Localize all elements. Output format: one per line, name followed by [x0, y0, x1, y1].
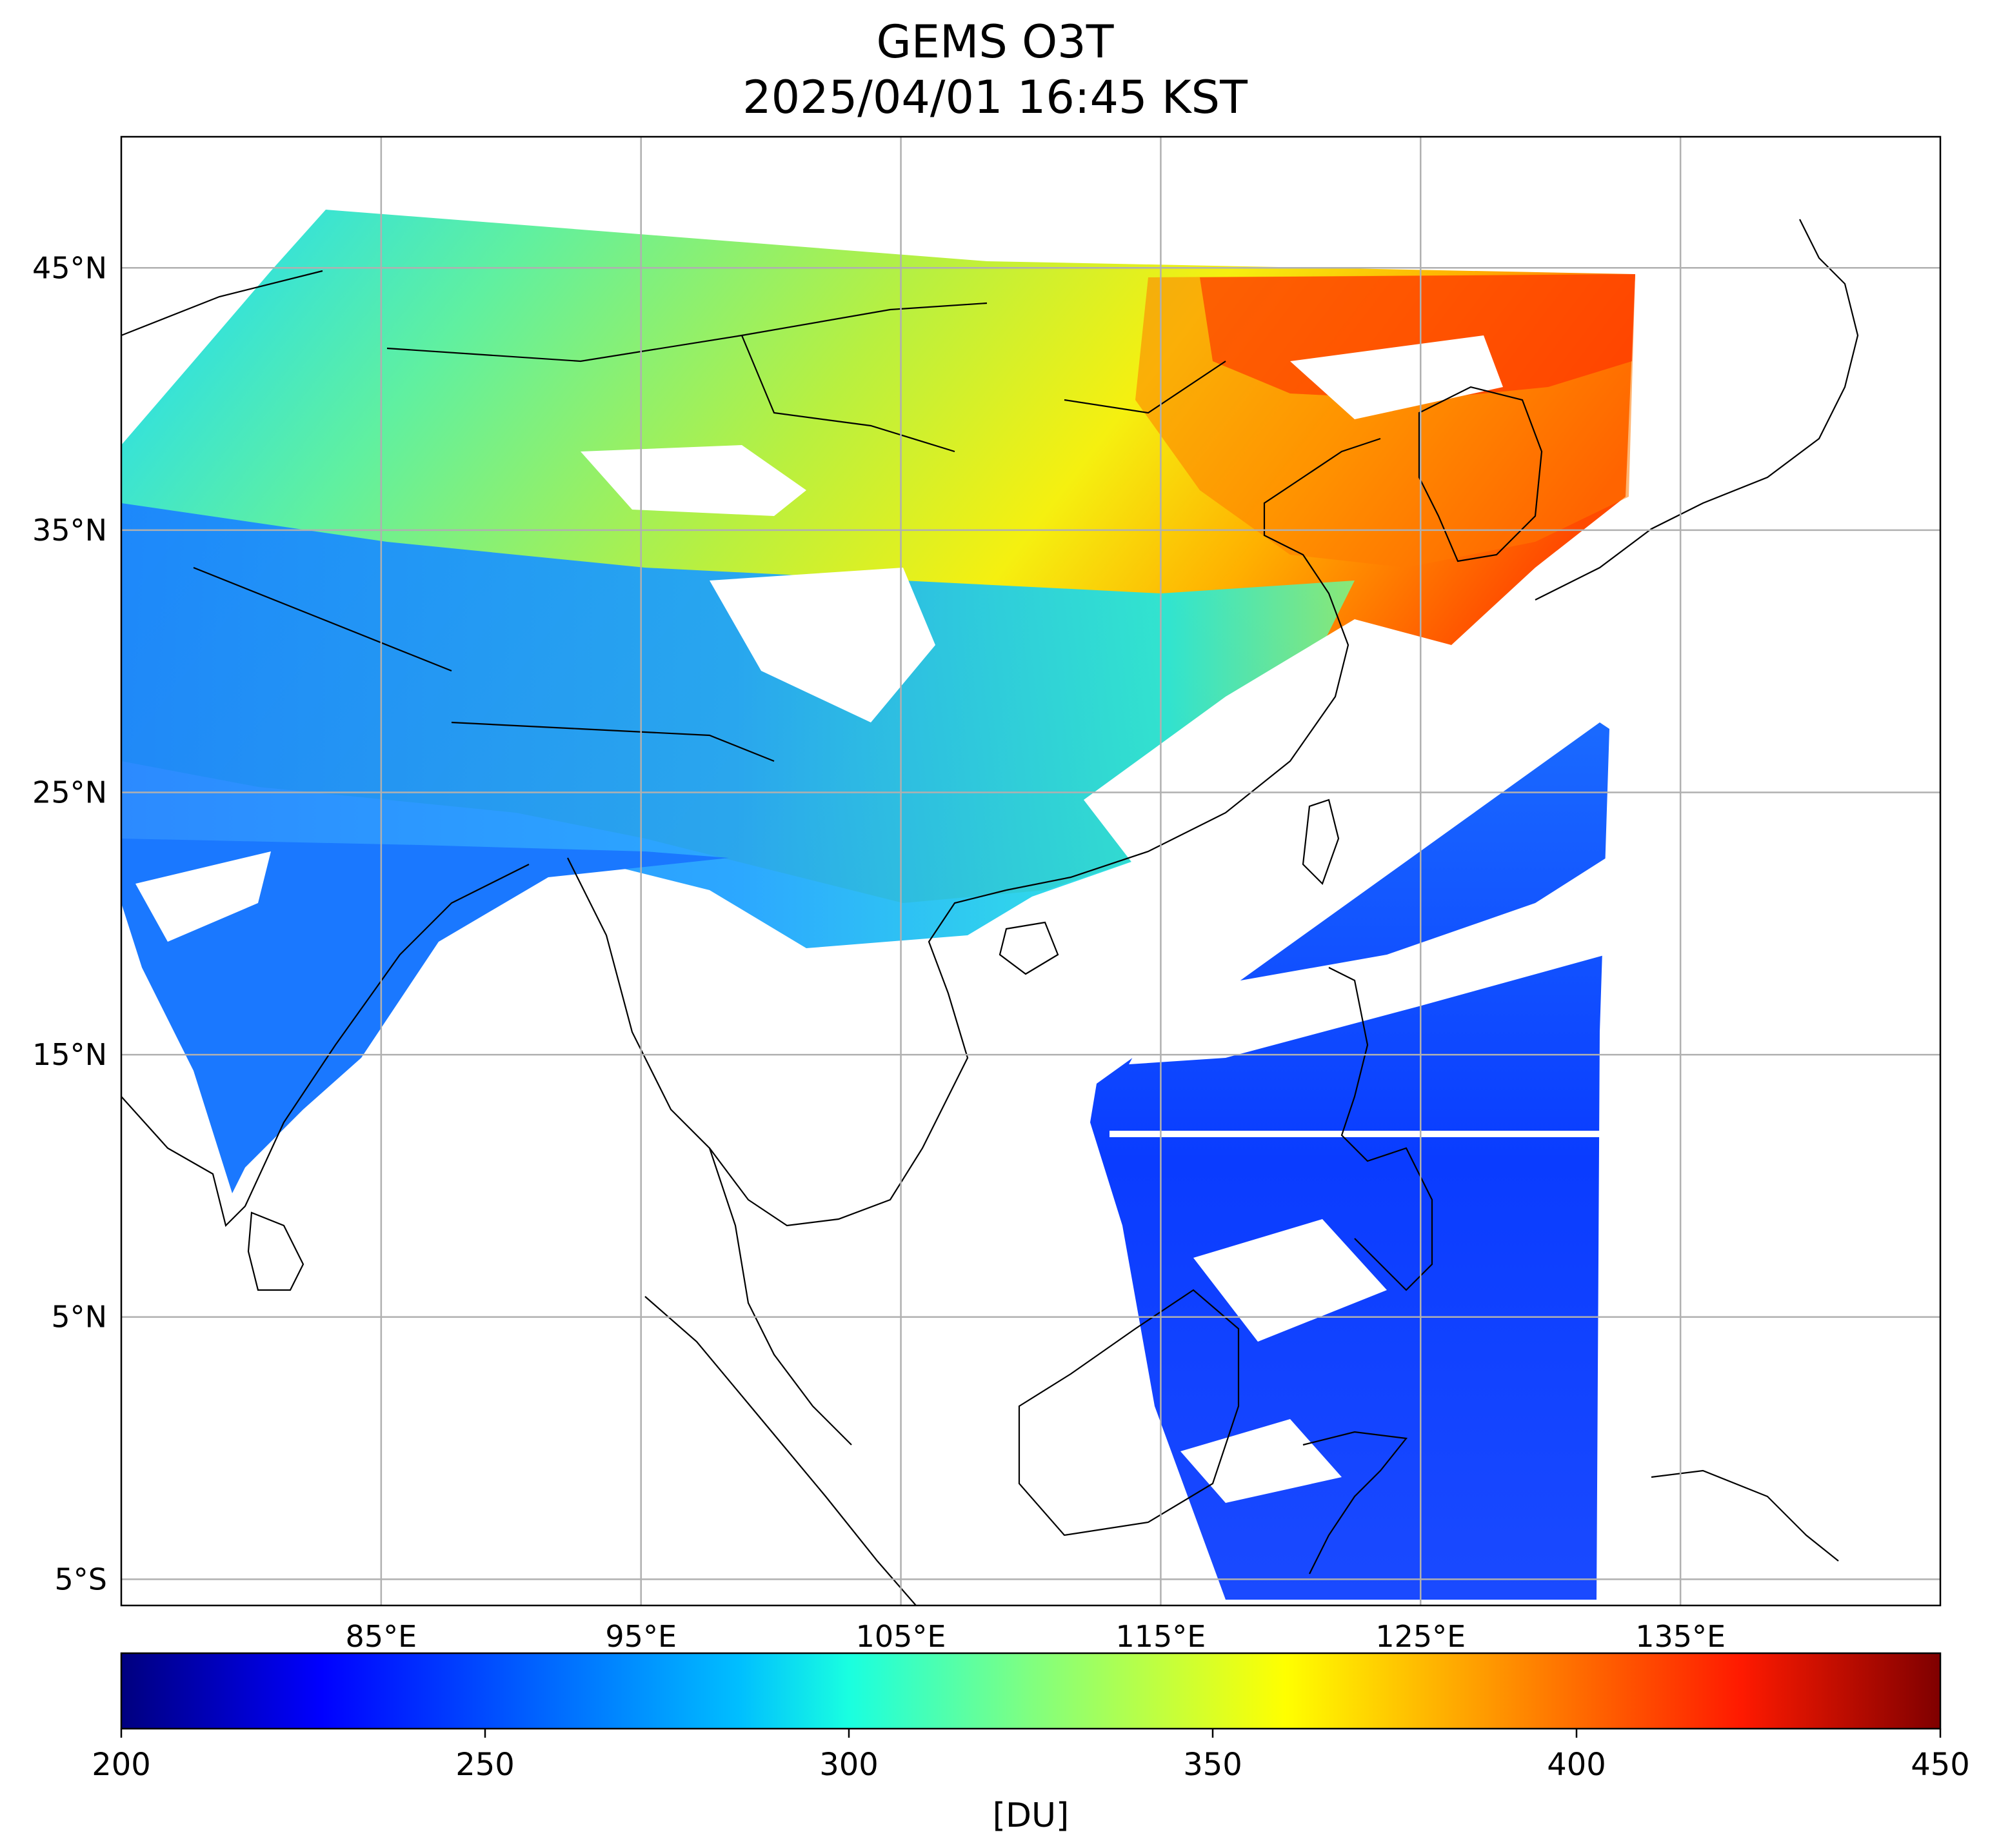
latitude-labels: 45°N 35°N 25°N 15°N 5°N 5°S [32, 250, 107, 1596]
cloud-gap-8 [1180, 1419, 1342, 1503]
lat-tick-label: 35°N [32, 513, 107, 548]
coast-borneo [1018, 1289, 1240, 1536]
coast-srilanka [247, 1211, 304, 1291]
cloud-gap-4 [135, 851, 271, 942]
map-frame [120, 135, 1942, 1607]
lon-tick-label: 95°E [605, 1619, 677, 1654]
cloud-gap-6 [1129, 858, 1606, 1064]
coast-hainan [999, 921, 1059, 975]
border-lines [121, 270, 1226, 762]
lon-tick-label: 125°E [1375, 1619, 1466, 1654]
lon-tick-label: 85°E [346, 1619, 417, 1654]
lon-tick-label: 105°E [856, 1619, 946, 1654]
map-title: GEMS O3T 2025/04/01 16:45 KST [0, 14, 1990, 125]
coast-newguinea [1651, 1469, 1839, 1562]
coast-malay [708, 1148, 852, 1446]
colorbar-tick-label: 450 [1911, 1747, 1970, 1783]
coast-taiwan [1302, 799, 1340, 886]
lon-tick-label: 115°E [1115, 1619, 1206, 1654]
coast-korea [1418, 386, 1543, 562]
coast-japan [1535, 219, 1859, 601]
lat-tick-label: 15°N [32, 1037, 107, 1072]
title-line-1: GEMS O3T [876, 15, 1114, 68]
coast-sulawesi [1302, 1431, 1408, 1575]
colorbar-ticks: 200 250 300 350 400 450 [92, 1729, 1970, 1783]
gridlines [121, 137, 1940, 1605]
lat-tick-label: 25°N [32, 775, 107, 810]
coastlines [121, 219, 1859, 1605]
cloud-gap-7 [1193, 1219, 1387, 1342]
coast-india [121, 864, 530, 1227]
ozone-swath-central [121, 503, 1355, 948]
lat-tick-label: 5°N [51, 1300, 107, 1335]
cloud-gap-2 [710, 568, 935, 722]
colorbar-tick-label: 300 [819, 1747, 879, 1783]
colorbar [120, 1652, 1942, 1730]
coast-sumatra [644, 1296, 917, 1605]
colorbar-tick-label: 200 [92, 1747, 151, 1783]
colorbar-tick-label: 250 [455, 1747, 515, 1783]
cloud-gap-5 [1290, 335, 1503, 419]
cloud-gap-3 [1084, 619, 1451, 884]
scan-gap [1109, 1131, 1600, 1137]
ozone-swath-india [121, 839, 729, 1193]
title-line-2: 2025/04/01 16:45 KST [742, 71, 1248, 124]
cloud-gap-1 [581, 445, 806, 516]
colorbar-unit-label: [DU] [993, 1796, 1070, 1835]
lat-tick-label: 5°S [55, 1562, 107, 1596]
colorbar-tick-label: 350 [1183, 1747, 1242, 1783]
lon-tick-label: 135°E [1635, 1619, 1726, 1654]
longitude-labels: 85°E 95°E 105°E 115°E 125°E 135°E [346, 1619, 1726, 1654]
coast-philippines [1328, 967, 1433, 1291]
coast-indochina [567, 857, 1007, 1227]
colorbar-tick-label: 400 [1547, 1747, 1606, 1783]
ozone-field [121, 210, 1635, 1600]
lat-tick-label: 45°N [32, 250, 107, 285]
